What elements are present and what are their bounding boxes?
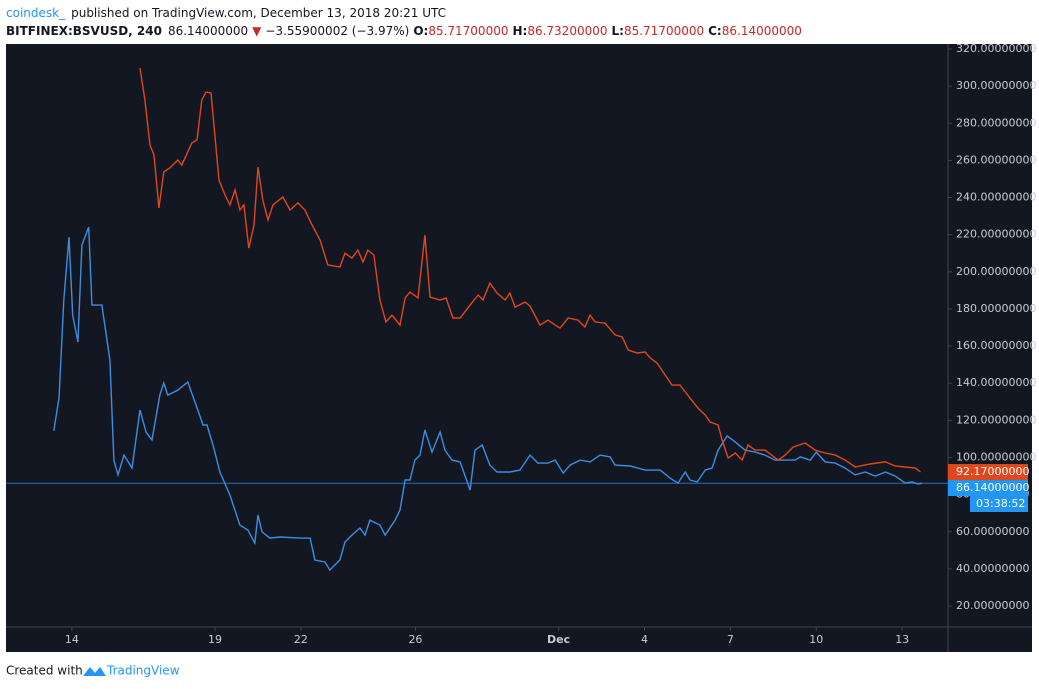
change-icon: ▼ bbox=[252, 24, 262, 38]
open: 85.71700000 bbox=[428, 24, 508, 38]
price-label: 92.17000000 bbox=[956, 465, 1029, 478]
y-tick-label: 180.00000000 bbox=[956, 302, 1036, 315]
change: −3.55900002 (−3.97%) bbox=[265, 24, 409, 38]
y-tick-label: 240.00000000 bbox=[956, 191, 1036, 204]
price-line-series bbox=[53, 226, 923, 572]
price-line-series bbox=[139, 67, 921, 473]
y-tick-label: 260.00000000 bbox=[956, 153, 1036, 166]
x-tick-label: 26 bbox=[408, 633, 422, 646]
price-label-box bbox=[948, 464, 1028, 481]
y-tick-label: 160.00000000 bbox=[956, 339, 1036, 352]
y-tick-label: 100.00000000 bbox=[956, 450, 1036, 463]
y-tick-label: 220.00000000 bbox=[956, 228, 1036, 241]
header-line-2: BITFINEX:BSVUSD, 240 86.14000000 ▼ −3.55900… bbox=[6, 24, 802, 38]
footer-text: Created with bbox=[6, 664, 83, 678]
y-tick-label: 300.00000000 bbox=[956, 79, 1036, 92]
y-tick-label: 200.00000000 bbox=[956, 265, 1036, 278]
last-price: 86.14000000 bbox=[168, 24, 248, 38]
x-tick-label: 14 bbox=[65, 633, 79, 646]
footer-brand[interactable]: TradingView bbox=[106, 664, 180, 678]
x-tick-label: 22 bbox=[294, 633, 308, 646]
high-label: H: bbox=[512, 24, 527, 38]
y-tick-label: 60.00000000 bbox=[956, 525, 1029, 538]
low: 85.71700000 bbox=[624, 24, 704, 38]
x-tick-label: 19 bbox=[208, 633, 222, 646]
close: 86.14000000 bbox=[722, 24, 802, 38]
countdown: 03:38:52 bbox=[976, 497, 1025, 510]
y-tick-label: 20.00000000 bbox=[956, 599, 1029, 612]
symbol: BITFINEX:BSVUSD, 240 bbox=[6, 24, 162, 38]
tradingview-logo bbox=[83, 667, 106, 676]
header-line-1: coindesk_ published on TradingView.com, D… bbox=[6, 6, 446, 20]
chart-background bbox=[6, 44, 1032, 652]
x-tick-label: Dec bbox=[547, 633, 570, 646]
y-tick-label: 280.00000000 bbox=[956, 116, 1036, 129]
x-tick-label: 10 bbox=[809, 633, 823, 646]
close-label: C: bbox=[708, 24, 722, 38]
open-label: O: bbox=[413, 24, 428, 38]
high: 86.73200000 bbox=[527, 24, 607, 38]
price-label-box bbox=[948, 480, 1028, 497]
y-tick-label: 120.00000000 bbox=[956, 413, 1036, 426]
price-label: 86.14000000 bbox=[956, 481, 1029, 494]
x-tick-label: 13 bbox=[895, 633, 909, 646]
y-tick-label: 320.00000000 bbox=[956, 42, 1036, 55]
y-tick-label: 40.00000000 bbox=[956, 562, 1029, 575]
x-tick-label: 7 bbox=[727, 633, 734, 646]
published: published on TradingView.com, December 1… bbox=[71, 6, 446, 20]
author[interactable]: coindesk_ bbox=[6, 6, 66, 20]
low-label: L: bbox=[612, 24, 624, 38]
x-tick-label: 4 bbox=[641, 633, 648, 646]
y-tick-label: 140.00000000 bbox=[956, 376, 1036, 389]
countdown-box bbox=[970, 496, 1028, 513]
